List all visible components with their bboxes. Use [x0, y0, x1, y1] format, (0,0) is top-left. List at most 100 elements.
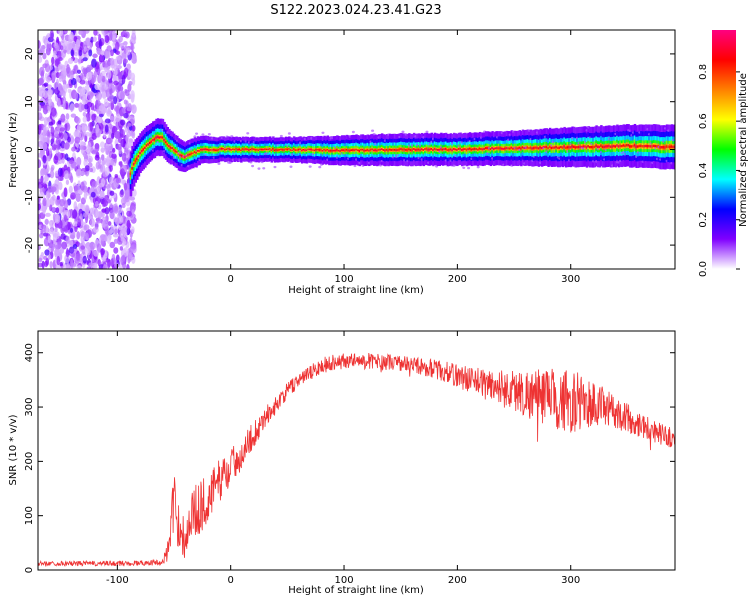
- spectrogram-y-axis-label: Frequency (Hz): [8, 112, 19, 188]
- noise-cell: [63, 214, 68, 222]
- snr-x-axis: -100 0 100 200 300: [106, 331, 580, 586]
- ridge-halo: [462, 166, 466, 169]
- ridge-cell: [441, 148, 445, 151]
- noise-cell: [119, 133, 124, 139]
- noise-cell: [60, 113, 66, 123]
- noise-cell: [94, 154, 100, 161]
- noise-cell: [69, 227, 74, 233]
- ridge-cell: [443, 148, 446, 151]
- ridge-cell: [640, 144, 643, 148]
- ridge-cell: [184, 156, 187, 159]
- ridge-cell: [337, 149, 341, 152]
- noise-cell: [126, 219, 131, 229]
- snr-y-tick-label: 0: [24, 567, 35, 573]
- noise-cell: [77, 180, 81, 187]
- ridge-cell: [470, 148, 474, 151]
- ridge-cell: [547, 146, 550, 150]
- ridge-cell: [523, 146, 526, 150]
- noise-cell: [131, 256, 136, 264]
- noise-cell: [49, 196, 55, 206]
- ridge-cell: [353, 149, 357, 152]
- ridge-cell: [454, 148, 458, 151]
- ridge-cell: [300, 149, 304, 152]
- noise-cell: [99, 190, 105, 200]
- ridge-cell: [358, 150, 362, 152]
- ridge-cell: [619, 144, 622, 148]
- noise-cell: [102, 91, 107, 100]
- snr-x-tick-label: -100: [106, 575, 129, 586]
- ridge-cell: [248, 149, 251, 151]
- ridge-cell: [553, 146, 557, 149]
- ridge-cell: [275, 149, 278, 151]
- ridge-cell: [129, 172, 133, 176]
- noise-cell: [65, 247, 69, 258]
- noise-cell: [42, 128, 47, 136]
- ridge-cell: [355, 148, 358, 151]
- noise-cell: [108, 137, 113, 144]
- noise-cell: [57, 167, 63, 177]
- noise-cell: [66, 64, 70, 74]
- ridge-halo: [476, 165, 480, 169]
- noise-cell: [84, 232, 89, 241]
- ridge-cell: [164, 141, 168, 144]
- noise-cell: [44, 249, 50, 256]
- ridge-cell: [180, 154, 184, 157]
- ridge-cell: [145, 144, 149, 147]
- ridge-cell: [600, 144, 603, 147]
- ridge-cell: [272, 148, 275, 150]
- ridge-cell: [142, 148, 145, 151]
- ridge-cell: [289, 149, 293, 151]
- ridge-cell: [316, 148, 320, 151]
- noise-cell: [49, 170, 55, 179]
- ridge-cell: [512, 147, 515, 150]
- noise-cell: [75, 253, 80, 262]
- noise-cell: [47, 192, 51, 199]
- spectrogram-y-tick-label: 10: [24, 95, 35, 108]
- ridge-cell: [203, 148, 206, 151]
- ridge-cell: [486, 147, 490, 150]
- noise-cell: [74, 102, 80, 108]
- noise-cell: [61, 241, 68, 250]
- ridge-cell: [508, 147, 512, 150]
- noise-cell: [92, 53, 98, 59]
- noise-cell: [109, 115, 115, 121]
- noise-cell: [55, 207, 60, 213]
- ridge-halo: [246, 132, 250, 135]
- ridge-cell: [612, 144, 616, 148]
- noise-cell: [108, 229, 114, 235]
- ridge-cell: [388, 148, 392, 151]
- noise-cell: [104, 35, 110, 44]
- ridge-halo: [401, 130, 405, 134]
- ridge-cell: [236, 148, 240, 151]
- ridge-cell: [420, 148, 424, 151]
- ridge-cell: [568, 146, 571, 149]
- noise-cell: [76, 124, 81, 133]
- noise-cell: [79, 145, 85, 150]
- ridge-halo: [353, 164, 357, 168]
- noise-cell: [114, 228, 118, 235]
- noise-cell: [50, 186, 57, 193]
- noise-cell: [75, 77, 81, 83]
- ridge-halo: [425, 130, 429, 134]
- ridge-cell: [491, 147, 494, 149]
- ridge-cell: [398, 148, 402, 151]
- noise-cell: [100, 50, 106, 56]
- noise-cell: [93, 250, 99, 257]
- noise-cell: [128, 252, 133, 260]
- noise-cell: [72, 209, 78, 219]
- ridge-cell: [404, 149, 408, 151]
- ridge-cell: [313, 149, 317, 152]
- noise-cell: [54, 227, 58, 232]
- ridge-halo: [193, 135, 197, 138]
- noise-cell: [128, 80, 133, 86]
- noise-cell: [77, 88, 82, 94]
- noise-cell: [111, 132, 115, 140]
- ridge-halo: [351, 130, 355, 134]
- ridge-cell: [444, 148, 448, 150]
- noise-cell: [56, 195, 60, 200]
- ridge-cell: [344, 149, 347, 152]
- snr-x-tick-label: 100: [334, 575, 353, 586]
- spectrogram-x-tick-label: 0: [227, 274, 233, 285]
- noise-cell: [79, 88, 86, 97]
- ridge-cell: [603, 145, 606, 149]
